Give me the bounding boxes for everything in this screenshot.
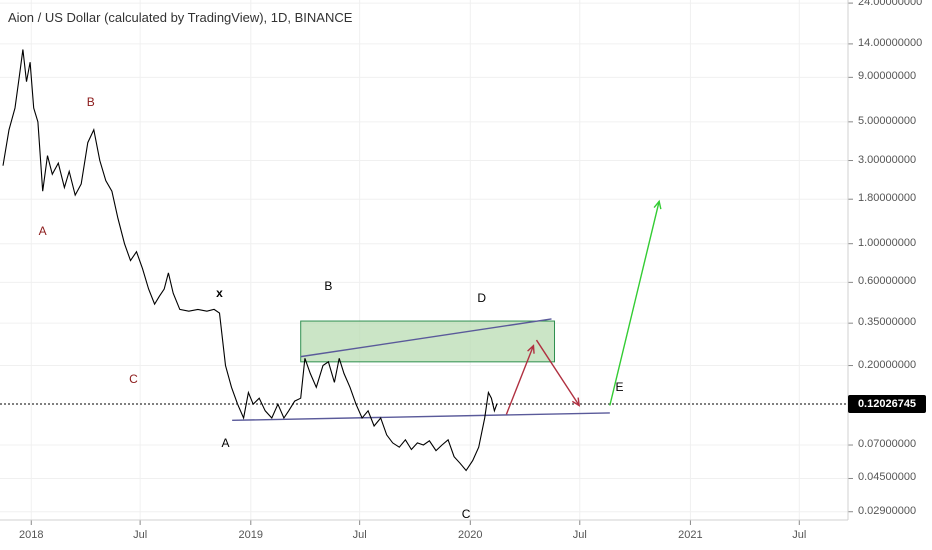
wave-label-e: E: [615, 380, 624, 395]
y-tick-label: 3.00000000: [858, 153, 917, 166]
green-arrow-up: [609, 201, 660, 406]
y-tick-label: 0.20000000: [858, 358, 917, 371]
y-tick-label: 14.00000000: [858, 36, 923, 49]
y-tick-label: 9.00000000: [858, 70, 917, 83]
wave-label-d: D: [477, 290, 487, 305]
wave-label-a: A: [221, 435, 230, 450]
resistance-zone-box: [300, 320, 556, 363]
wave-label-c: C: [129, 372, 138, 387]
lower-trendline: [232, 412, 610, 422]
upper-trendline: [300, 318, 552, 358]
x-tick-label: 2020: [458, 529, 483, 541]
wave-label-b: B: [86, 94, 95, 109]
green-arrow-up-head: [653, 199, 662, 210]
y-tick-label: 0.35000000: [858, 316, 917, 329]
wave-label-a: A: [38, 224, 47, 239]
y-tick-label: 1.00000000: [858, 236, 917, 249]
red-arrow-up: [505, 345, 535, 415]
y-tick-label: 0.04500000: [858, 471, 917, 484]
price-series-line: [2, 49, 498, 472]
red-arrow-down-head: [571, 397, 581, 407]
x-tick-label: Jul: [792, 529, 807, 541]
chart-title: Aion / US Dollar (calculated by TradingV…: [8, 10, 353, 25]
y-tick-label: 5.00000000: [858, 114, 917, 127]
y-tick-label: 0.60000000: [858, 275, 917, 288]
x-tick-label: Jul: [133, 529, 148, 541]
y-tick-label: 1.80000000: [858, 192, 917, 205]
x-tick-label: Jul: [572, 529, 587, 541]
current-price-badge: 0.12026745: [848, 395, 926, 413]
y-tick-label: 0.07000000: [858, 438, 917, 451]
arrows-layer: [505, 199, 662, 415]
x-tick-label: 2019: [238, 529, 264, 541]
wave-label-c: C: [461, 507, 471, 522]
red-arrow-down: [535, 339, 580, 406]
x-tick-label: Jul: [352, 529, 367, 541]
drawings-layer: [232, 318, 610, 422]
chart-grid: [0, 0, 853, 525]
x-tick-label: 2018: [19, 529, 44, 541]
y-tick-label: 24.00000000: [858, 0, 923, 9]
wave-label-x: x: [216, 286, 223, 301]
x-tick-label: 2021: [678, 529, 703, 541]
y-tick-label: 0.02900000: [858, 504, 917, 517]
wave-label-b: B: [324, 279, 333, 294]
red-arrow-up-head: [527, 344, 535, 354]
